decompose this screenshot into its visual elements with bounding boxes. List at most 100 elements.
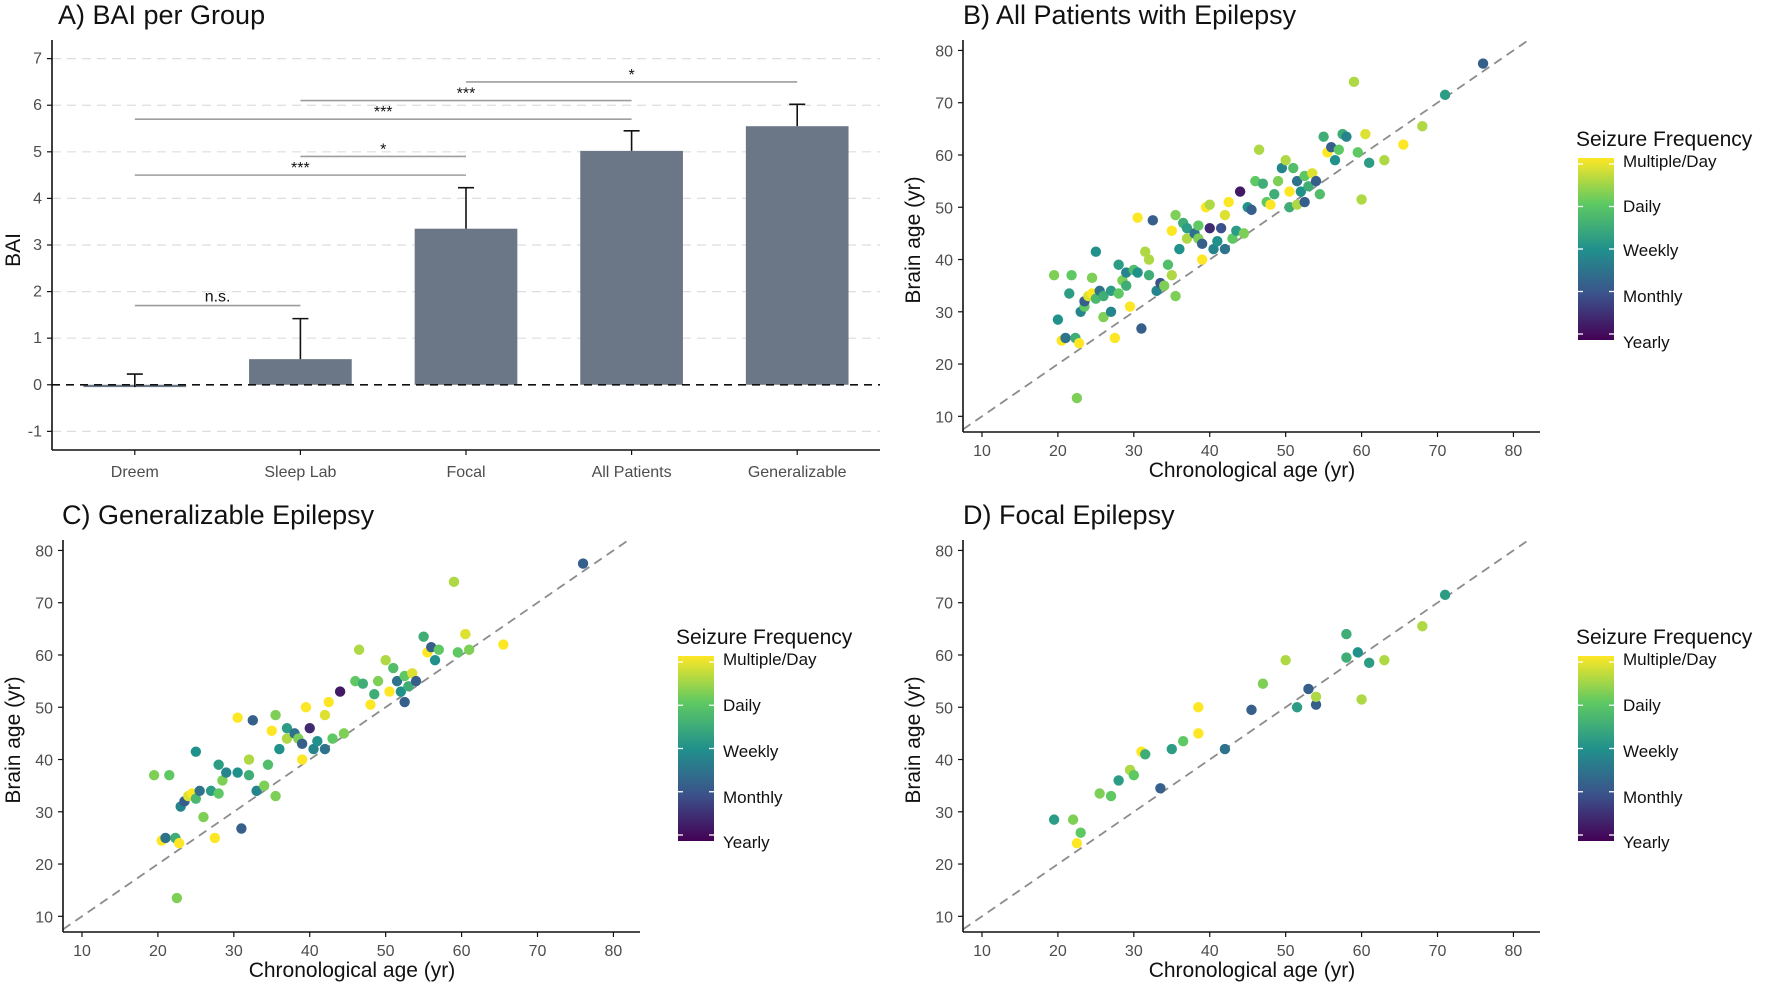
c-x-tick-label: 50 xyxy=(377,943,395,960)
panel-d-title: D) Focal Epilepsy xyxy=(963,500,1175,530)
c-legend-label: Multiple/Day xyxy=(723,650,817,669)
b-data-point xyxy=(1291,175,1303,187)
c-legend: Seizure Frequency Multiple/Day Daily Wee… xyxy=(676,626,853,852)
c-data-point xyxy=(312,736,323,747)
d-data-point xyxy=(1341,652,1352,663)
c-data-point xyxy=(452,647,463,658)
d-legend-title: Seizure Frequency xyxy=(1576,626,1753,649)
b-data-point xyxy=(1417,121,1428,132)
b-data-point xyxy=(1288,162,1299,174)
c-legend-title: Seizure Frequency xyxy=(676,626,853,649)
c-data-point xyxy=(232,767,243,778)
a-y-tick-label: -1 xyxy=(28,423,42,440)
a-y-tick-label: 1 xyxy=(33,330,42,347)
c-x-tick-label: 60 xyxy=(453,943,471,960)
d-x-tick-label: 60 xyxy=(1353,943,1371,960)
a-y-axis-label: BAI xyxy=(2,233,25,267)
d-data-point xyxy=(1291,702,1303,713)
c-data-point xyxy=(258,780,270,791)
a-significance-label: *** xyxy=(457,86,476,103)
a-y-tick-label: 3 xyxy=(33,237,42,254)
c-identity-line xyxy=(62,539,630,931)
b-legend-label: Weekly xyxy=(1623,241,1679,260)
b-data-point xyxy=(1204,199,1215,210)
d-data-point xyxy=(1356,694,1367,705)
c-data-point xyxy=(463,644,475,655)
b-data-point xyxy=(1140,246,1151,257)
a-y-tick-label: 5 xyxy=(33,144,42,161)
b-data-point xyxy=(1284,186,1295,197)
c-data-point xyxy=(232,712,243,723)
a-y-tick-label: 0 xyxy=(33,377,42,394)
b-data-point xyxy=(1219,209,1231,221)
c-x-tick-label: 40 xyxy=(301,943,319,960)
b-data-point xyxy=(1071,392,1083,404)
b-data-point xyxy=(1257,178,1269,189)
b-data-point xyxy=(1170,290,1181,302)
d-x-tick-label: 70 xyxy=(1429,943,1447,960)
c-data-point xyxy=(399,696,410,708)
d-x-axis-label: Chronological age (yr) xyxy=(1149,959,1356,982)
a-bar xyxy=(414,228,518,385)
d-y-tick-label: 80 xyxy=(935,543,953,560)
a-bar xyxy=(580,150,683,385)
c-legend-label: Weekly xyxy=(723,742,779,761)
b-data-point xyxy=(1151,285,1162,297)
c-data-point xyxy=(270,790,281,802)
b-y-tick-label: 10 xyxy=(935,409,953,426)
c-data-point xyxy=(407,668,418,679)
d-y-tick-label: 30 xyxy=(935,805,953,822)
b-data-point xyxy=(1066,270,1077,281)
b-y-tick-label: 30 xyxy=(935,305,953,322)
a-significance-label: * xyxy=(380,141,386,158)
b-y-tick-label: 50 xyxy=(935,200,953,217)
a-axes: -1 0 1 2 3 4 5 6 7 Dreem Sleep Lab Focal All Patient… xyxy=(28,40,880,481)
b-x-tick-label: 10 xyxy=(973,443,991,460)
c-data-point xyxy=(270,709,281,721)
d-data-point xyxy=(1048,814,1060,825)
b-data-point xyxy=(1174,243,1185,255)
c-y-tick-label: 40 xyxy=(35,753,53,770)
c-data-point xyxy=(213,788,224,799)
c-x-axis-label: Chronological age (yr) xyxy=(249,959,456,982)
b-y-tick-label: 60 xyxy=(935,148,953,165)
c-data-point xyxy=(410,675,422,687)
c-data-point xyxy=(148,770,160,781)
d-data-point xyxy=(1075,827,1086,838)
a-x-tick-label: Focal xyxy=(446,464,485,481)
b-data-point xyxy=(1360,128,1371,140)
b-legend-label: Daily xyxy=(1623,197,1661,216)
c-data-point xyxy=(460,628,471,640)
b-y-axis-label: Brain age (yr) xyxy=(902,176,925,303)
a-significance-label: * xyxy=(628,67,634,84)
a-bar xyxy=(249,359,352,385)
c-data-point xyxy=(391,675,403,687)
d-x-tick-label: 20 xyxy=(1049,943,1067,960)
b-legend-label: Monthly xyxy=(1623,287,1683,306)
c-data-point xyxy=(190,793,202,804)
c-data-point xyxy=(369,688,380,700)
panel-b-scatter: Chronological age (yr) Brain age (yr) Se… xyxy=(902,39,1753,482)
c-data-point xyxy=(429,655,441,666)
c-data-point xyxy=(236,823,247,834)
a-x-tick-label: All Patients xyxy=(592,464,672,481)
c-data-point xyxy=(262,759,274,770)
d-legend-label: Weekly xyxy=(1623,742,1679,761)
b-data-point xyxy=(1086,272,1098,284)
c-data-point xyxy=(319,709,331,721)
c-y-tick-label: 10 xyxy=(35,909,53,926)
d-data-point xyxy=(1341,628,1352,640)
d-data-point xyxy=(1280,655,1291,666)
d-data-point xyxy=(1379,655,1390,666)
b-data-point xyxy=(1105,306,1117,317)
b-x-tick-label: 20 xyxy=(1049,443,1067,460)
c-x-tick-label: 70 xyxy=(529,943,547,960)
b-x-tick-label: 70 xyxy=(1429,443,1447,460)
c-y-tick-label: 50 xyxy=(35,700,53,717)
c-y-tick-label: 70 xyxy=(35,596,53,613)
c-data-point xyxy=(164,770,175,781)
b-data-point xyxy=(1162,259,1174,270)
b-data-point xyxy=(1124,301,1136,312)
b-data-point xyxy=(1052,314,1064,325)
d-y-tick-label: 60 xyxy=(935,648,953,665)
